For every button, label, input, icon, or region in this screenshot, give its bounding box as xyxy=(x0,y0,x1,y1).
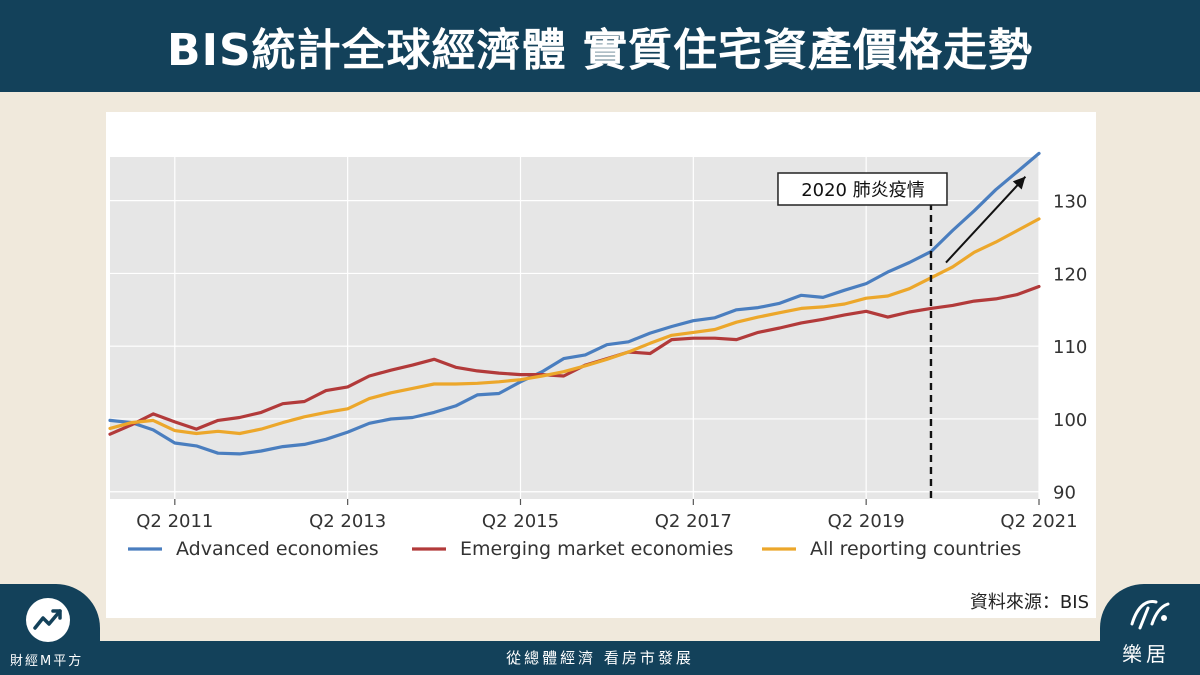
pandemic-label-box xyxy=(777,172,948,206)
series-line-emerging xyxy=(108,284,1041,436)
source-note: 資料來源：BIS xyxy=(970,592,1089,613)
brand-left-name: 財經M平方 xyxy=(10,654,84,669)
y-tick-label: 110 xyxy=(1053,337,1087,358)
x-tick-label: Q2 2021 xyxy=(1000,511,1077,532)
y-tick-label: 130 xyxy=(1053,192,1087,213)
house-price-chart: 90 100 110 120 130 Q2 2011 Q2 2013 Q2 2015 Q2 20… xyxy=(108,151,1089,613)
brand-right: 樂居 xyxy=(1100,584,1200,675)
legend-label: All reporting countries xyxy=(810,538,1021,560)
x-tick-label: Q2 2015 xyxy=(482,511,559,532)
footer-bar: 從總體經濟 看房市發展 xyxy=(0,641,1200,675)
x-tick-label: Q2 2013 xyxy=(309,511,386,532)
trend-arrow-icon xyxy=(1012,176,1026,190)
series-line-all xyxy=(108,217,1041,436)
brand-right-name: 樂居 xyxy=(1122,642,1170,666)
legend-label: Emerging market economies xyxy=(460,538,733,560)
series-line-advanced xyxy=(108,151,1041,456)
y-tick-label: 100 xyxy=(1053,410,1087,431)
page-title: BIS統計全球經濟體 實質住宅資產價格走勢 xyxy=(167,25,1033,76)
y-tick-label: 120 xyxy=(1053,264,1087,285)
x-tick-label: Q2 2019 xyxy=(828,511,905,532)
chart-card: 90 100 110 120 130 Q2 2011 Q2 2013 Q2 2015 Q2 20… xyxy=(106,112,1096,618)
trend-arrow-line xyxy=(945,175,1027,264)
x-tick-label: Q2 2017 xyxy=(655,511,732,532)
footer-tagline: 從總體經濟 看房市發展 xyxy=(506,649,694,667)
legend-label: Advanced economies xyxy=(176,538,379,560)
brand-left: 財經M平方 xyxy=(0,584,100,675)
plot-area xyxy=(110,157,1039,499)
x-tick-label: Q2 2011 xyxy=(136,511,213,532)
y-tick-label: 90 xyxy=(1053,483,1076,504)
pandemic-label: 2020 肺炎疫情 xyxy=(801,180,925,201)
chart-trend-icon xyxy=(26,598,70,642)
page-header: BIS統計全球經濟體 實質住宅資產價格走勢 xyxy=(0,0,1200,92)
leju-logo-icon xyxy=(1126,594,1174,634)
